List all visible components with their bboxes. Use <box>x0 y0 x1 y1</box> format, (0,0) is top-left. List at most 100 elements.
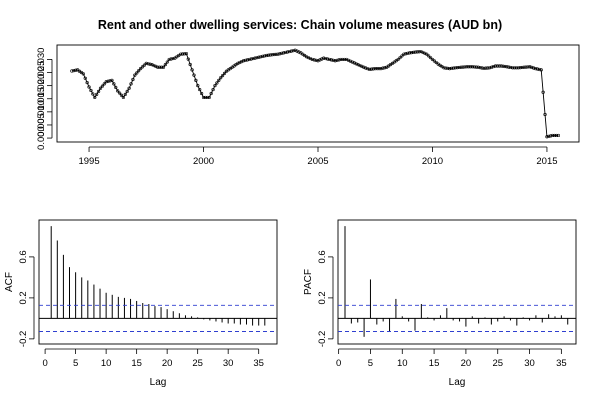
series-point <box>507 65 511 69</box>
series-point <box>413 50 417 54</box>
time-series-y-tick-label: 0.030 <box>36 48 47 72</box>
series-point <box>551 133 555 138</box>
series-point <box>129 82 133 86</box>
series-point <box>91 92 95 96</box>
series-point <box>398 56 402 60</box>
series-point <box>184 52 188 56</box>
series-point <box>253 56 257 60</box>
acf-y-tick-label: 0.6 <box>18 250 29 263</box>
series-point <box>335 58 339 62</box>
series-point <box>453 66 457 70</box>
series-point <box>207 95 211 100</box>
series-point <box>379 66 383 71</box>
series-point <box>219 76 223 80</box>
series-point <box>476 65 480 69</box>
series-point <box>314 58 318 62</box>
series-point <box>448 66 452 71</box>
pacf-x-tick-label: 10 <box>397 358 408 369</box>
series-point <box>268 53 272 57</box>
series-point <box>255 56 259 60</box>
time-series-x-tick-label: 1995 <box>78 156 99 167</box>
series-point <box>545 135 549 139</box>
series-point <box>396 57 400 62</box>
series-point <box>478 66 482 70</box>
pacf-x-label: Lag <box>449 377 466 388</box>
series-point <box>140 65 145 69</box>
series-point <box>148 62 152 66</box>
series-point <box>530 65 534 69</box>
series-point <box>444 66 448 70</box>
series-point <box>211 87 215 92</box>
series-point <box>442 66 446 70</box>
series-point <box>215 81 219 85</box>
pacf-x-tick-label: 0 <box>336 358 341 369</box>
pacf-y-tick-label: 0.2 <box>317 291 328 304</box>
series-point <box>337 58 341 62</box>
series-point <box>262 54 267 58</box>
series-point <box>70 69 74 73</box>
series-point <box>158 65 162 69</box>
series-point <box>428 56 433 60</box>
series-point <box>276 52 280 56</box>
series-point <box>324 56 328 61</box>
series-point <box>430 57 435 62</box>
series-point <box>366 67 370 71</box>
acf-x-tick-label: 20 <box>162 358 173 369</box>
series-point <box>541 90 545 94</box>
series-point <box>209 91 213 96</box>
pacf-x-tick-label: 35 <box>556 358 567 369</box>
series-point <box>402 52 406 56</box>
series-point <box>146 62 150 66</box>
series-point <box>554 133 559 138</box>
series-point <box>415 50 419 54</box>
series-point <box>180 52 185 56</box>
series-point <box>325 57 330 61</box>
chart-title: Rent and other dwelling services: Chain … <box>98 18 502 32</box>
series-point <box>457 65 461 70</box>
series-point <box>341 57 345 62</box>
series-point <box>446 66 450 70</box>
series-point <box>528 65 532 69</box>
pacf-y-label: PACF <box>303 269 314 295</box>
series-point <box>518 66 522 70</box>
series-point <box>514 66 519 70</box>
series-point <box>367 67 372 71</box>
series-point <box>188 62 192 67</box>
series-point <box>482 66 486 70</box>
series-point <box>362 65 366 69</box>
pacf-x-tick-label: 25 <box>492 358 503 369</box>
series-point <box>213 84 217 88</box>
series-point <box>221 73 225 78</box>
series-point <box>222 71 227 75</box>
pacf-x-axis: 0 5 10 15 20 25 30 35 <box>336 348 567 369</box>
series-point <box>291 49 295 53</box>
series-point <box>278 52 282 56</box>
acf-y-axis: -0.2 0.2 0.6 <box>18 250 35 347</box>
series-point <box>329 58 333 62</box>
series-point <box>95 92 99 96</box>
series-point <box>339 57 343 62</box>
series-point <box>283 50 288 55</box>
series-point <box>549 134 553 138</box>
series-point <box>400 54 404 58</box>
series-point <box>135 71 139 75</box>
series-point <box>96 89 101 93</box>
pacf-y-tick-label: -0.2 <box>317 331 328 347</box>
series-point <box>371 67 375 71</box>
series-point <box>272 52 276 57</box>
series-point <box>503 64 507 69</box>
time-series-y-tick-label: 0.000 <box>36 126 47 150</box>
series-point <box>516 66 520 70</box>
series-point <box>194 78 198 82</box>
series-point <box>411 50 415 54</box>
series-point <box>383 66 387 70</box>
series-point <box>499 64 503 68</box>
series-point <box>497 64 501 68</box>
series-point <box>556 133 560 138</box>
acf-plot: 0 5 10 15 20 25 30 35 -0.2 0.2 0.6 Lag ACF <box>4 219 278 388</box>
pacf-x-tick-label: 15 <box>429 358 440 369</box>
pacf-x-tick-label: 5 <box>368 358 373 369</box>
series-point <box>537 67 541 72</box>
series-point <box>472 65 477 69</box>
